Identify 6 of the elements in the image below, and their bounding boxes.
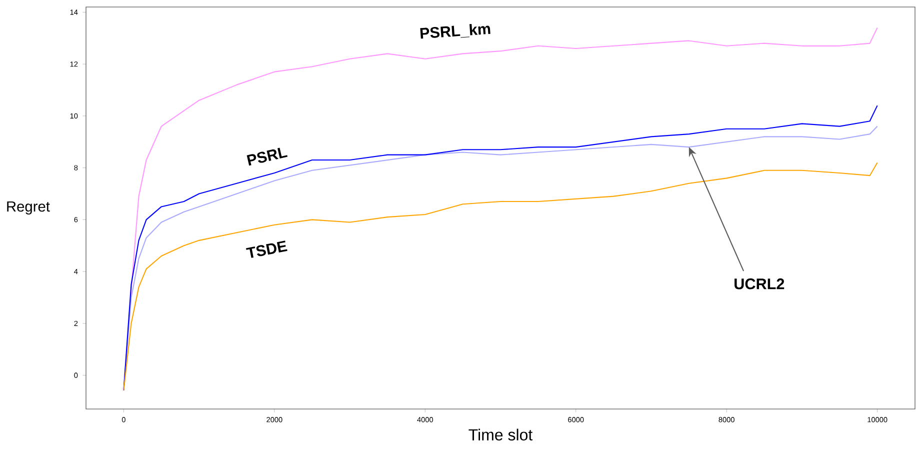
- text: TSDE: [246, 240, 288, 258]
- x-axis-title: Time slot: [468, 428, 533, 440]
- text: PSRL: [246, 148, 288, 166]
- y-axis-title: Regret: [7, 201, 50, 215]
- series-label: PSRL_km: [420, 24, 490, 39]
- annotation: UCRL2: [734, 278, 784, 290]
